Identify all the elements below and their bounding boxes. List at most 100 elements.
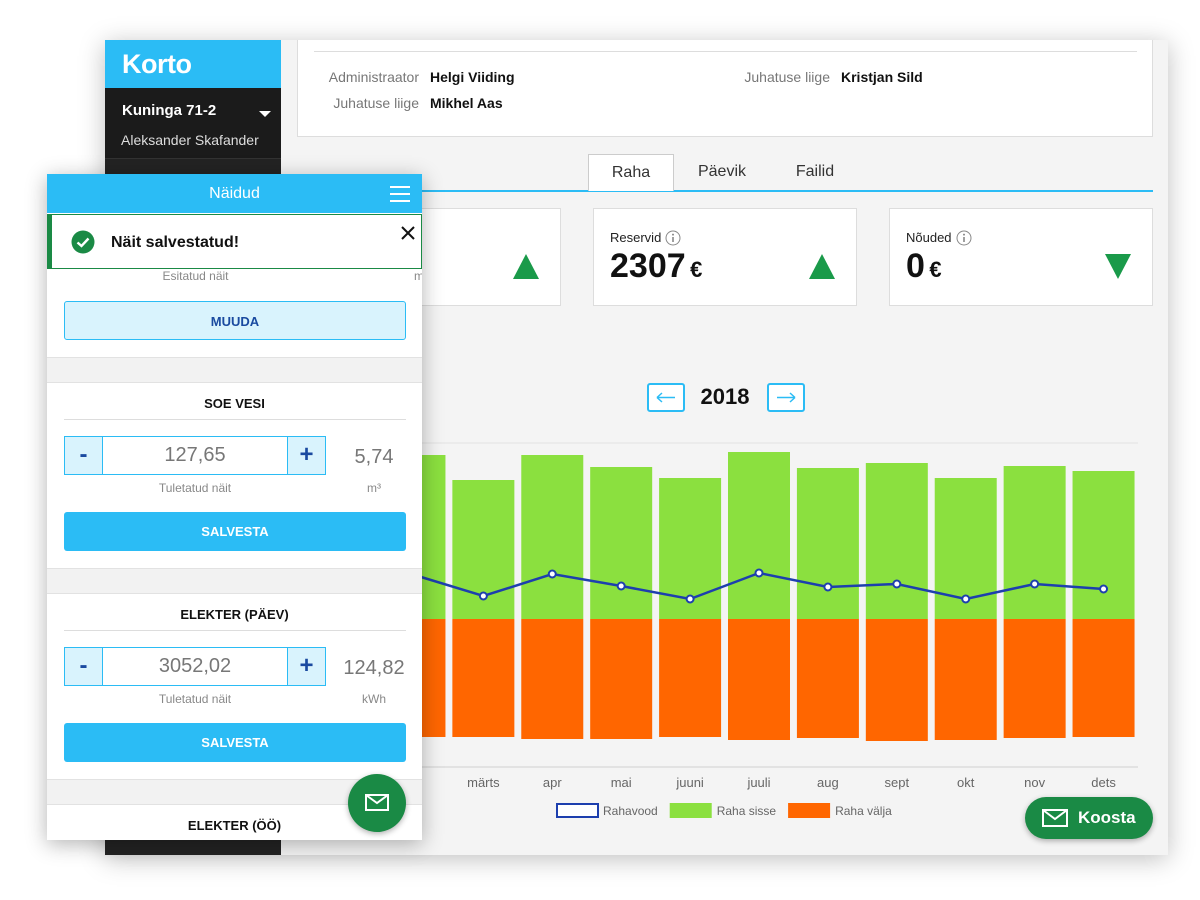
bar — [1072, 619, 1135, 737]
line-point — [478, 591, 488, 601]
summary-card: Reservid 2307 € — [593, 208, 857, 306]
x-tick-label: aug — [817, 775, 839, 790]
bar — [728, 452, 790, 619]
close-icon[interactable] — [401, 226, 415, 240]
unit: m³ — [367, 481, 381, 495]
save-button[interactable]: SALVESTA — [64, 723, 406, 762]
info-value: Helgi Viiding — [430, 69, 515, 85]
bar — [521, 455, 584, 619]
card-unit: € — [690, 257, 703, 282]
bar — [934, 619, 997, 740]
legend-swatch — [788, 803, 831, 818]
building: Kuninga 71-2 — [122, 102, 217, 119]
section-gap — [47, 357, 422, 383]
toast-text: Näit salvestatud! — [111, 234, 240, 251]
trend-down — [1105, 254, 1131, 279]
bar — [452, 619, 515, 737]
legend-swatch — [669, 803, 712, 818]
tab-active[interactable]: Raha — [588, 154, 674, 191]
divider — [64, 419, 406, 420]
bar — [590, 619, 653, 739]
logo[interactable]: Korto — [105, 40, 281, 88]
bar — [865, 619, 928, 741]
next-year[interactable] — [767, 383, 805, 412]
info-card: Administraator Helgi Viiding Juhatuse li… — [297, 40, 1153, 137]
legend-swatch — [556, 803, 599, 818]
line-point — [547, 569, 557, 579]
save-button[interactable]: SALVESTA — [64, 512, 406, 551]
compose-label: Koosta — [1078, 808, 1136, 827]
reading-input[interactable]: 127,65 — [103, 436, 287, 475]
unit: m³ — [414, 269, 422, 283]
meter-name: ELEKTER (PÄEV) — [180, 607, 289, 622]
section-gap — [47, 568, 422, 594]
mail-button[interactable] — [348, 774, 406, 832]
bar — [659, 619, 722, 737]
x-tick-label: märts — [467, 775, 500, 790]
x-tick-label: juuni — [675, 775, 704, 790]
prev-year[interactable] — [647, 383, 685, 412]
info-value: Mikhel Aas — [430, 95, 503, 111]
x-tick-label: nov — [1024, 775, 1045, 790]
x-tick-label: dets — [1091, 775, 1116, 790]
note: Tuletatud näit — [158, 481, 232, 495]
increment[interactable]: + — [287, 436, 326, 475]
logo-text: Korto — [122, 49, 192, 79]
line-point — [892, 579, 902, 589]
caret — [259, 111, 271, 117]
arrow-right — [777, 392, 796, 403]
card-label: Reservid — [610, 230, 662, 245]
card-value: 0 — [906, 247, 925, 285]
line-point — [616, 581, 626, 591]
line-point — [823, 582, 833, 592]
meter-name: ELEKTER (ÖÖ) — [187, 818, 282, 833]
info-label: Juhatuse liige — [333, 95, 419, 111]
bar — [796, 619, 859, 738]
card-value: 2307 — [610, 247, 686, 285]
usage: 124,82 — [343, 657, 405, 679]
note: Esitatud näit — [162, 269, 229, 283]
line-point — [1099, 584, 1109, 594]
bar — [521, 619, 584, 739]
x-tick-label: sept — [885, 775, 910, 790]
increment[interactable]: + — [287, 647, 326, 686]
bar — [590, 467, 653, 619]
card-unit: € — [929, 257, 942, 282]
trend-up — [513, 254, 539, 279]
bar — [1003, 619, 1066, 738]
info-label: Juhatuse liige — [744, 69, 830, 85]
arrow-left — [656, 392, 675, 403]
menu-icon[interactable] — [390, 185, 410, 203]
card-label: Nõuded — [906, 230, 952, 245]
reading-input[interactable]: 3052,02 — [103, 647, 287, 686]
note: Tuletatud näit — [158, 692, 232, 706]
line-point — [1030, 579, 1040, 589]
legend-label: Raha sisse — [717, 804, 777, 818]
summary-card: Nõuded 0 € — [889, 208, 1153, 306]
tab[interactable]: Päevik — [697, 163, 747, 180]
decrement[interactable]: - — [64, 436, 103, 475]
check-icon — [71, 230, 95, 254]
edit-button[interactable]: MUUDA — [64, 301, 406, 340]
x-tick-label: okt — [957, 775, 975, 790]
bar — [796, 468, 859, 619]
bar — [1072, 471, 1135, 619]
info-label: Administraator — [328, 69, 419, 85]
legend-label: Raha välja — [835, 804, 892, 818]
decrement[interactable]: - — [64, 647, 103, 686]
tab[interactable]: Failid — [795, 163, 835, 180]
unit: kWh — [362, 692, 386, 706]
mail-icon — [1042, 809, 1068, 827]
tab-line — [297, 190, 1153, 192]
line-point — [754, 568, 764, 578]
building-selector[interactable]: Kuninga 71-2 Aleksander Skafander — [105, 88, 281, 159]
mobile-header: Näidud — [47, 174, 422, 213]
compose-button[interactable]: Koosta — [1025, 797, 1153, 839]
line-point — [685, 594, 695, 604]
x-tick-label: juuli — [746, 775, 770, 790]
user: Aleksander Skafander — [121, 132, 259, 148]
info-icon[interactable] — [665, 230, 681, 246]
trend-up — [809, 254, 835, 279]
toast: Näit salvestatud! — [47, 214, 422, 269]
info-icon[interactable] — [956, 230, 972, 246]
